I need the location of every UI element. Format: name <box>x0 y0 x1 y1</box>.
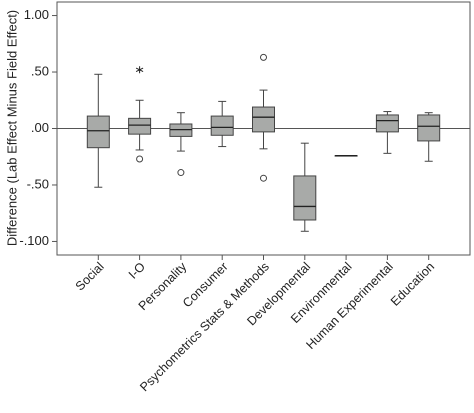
outlier <box>260 53 267 61</box>
x-tick-label: I-O <box>126 259 148 281</box>
box <box>128 117 152 135</box>
box <box>252 106 275 133</box>
outlier <box>260 174 267 182</box>
box <box>210 115 234 136</box>
x-tick-label: Social <box>73 260 107 294</box>
y-tick-label: .00 <box>31 120 49 135</box>
extreme <box>135 66 144 74</box>
x-tick-label: Education <box>388 260 437 309</box>
y-tick-label: .50 <box>31 63 49 78</box>
box <box>417 114 441 142</box>
box <box>86 115 110 149</box>
box <box>375 114 399 133</box>
outlier <box>136 155 144 163</box>
y-tick-label: -.50 <box>27 176 49 191</box>
y-axis-label: Difference (Lab Effect Minus Field Effec… <box>4 10 19 246</box>
y-tick-label: 1.00 <box>24 7 49 22</box>
outlier <box>177 169 185 177</box>
box <box>293 175 317 221</box>
y-tick-label: -.100 <box>19 233 49 248</box>
